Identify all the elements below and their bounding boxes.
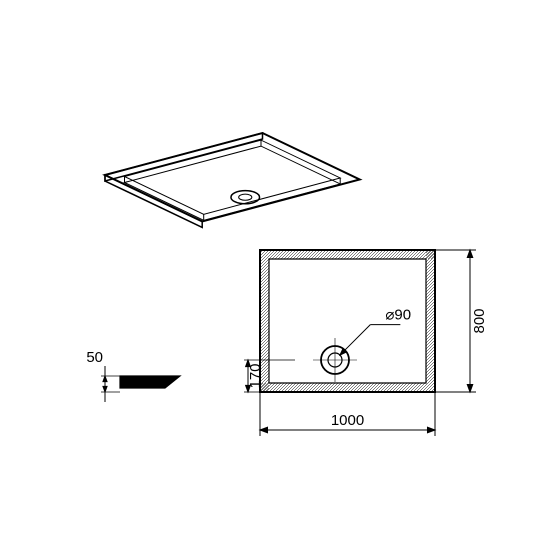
isometric-view bbox=[105, 133, 360, 227]
dim-height-label: 800 bbox=[471, 308, 488, 333]
dim-profile-label: 50 bbox=[86, 349, 103, 366]
side-profile bbox=[120, 376, 180, 388]
dim-width-label: 1000 bbox=[331, 412, 364, 429]
iso-drain bbox=[231, 191, 260, 204]
dim-drain-dia-label: ⌀90 bbox=[385, 307, 411, 324]
dim-drain-offset-label: 170 bbox=[247, 363, 264, 388]
